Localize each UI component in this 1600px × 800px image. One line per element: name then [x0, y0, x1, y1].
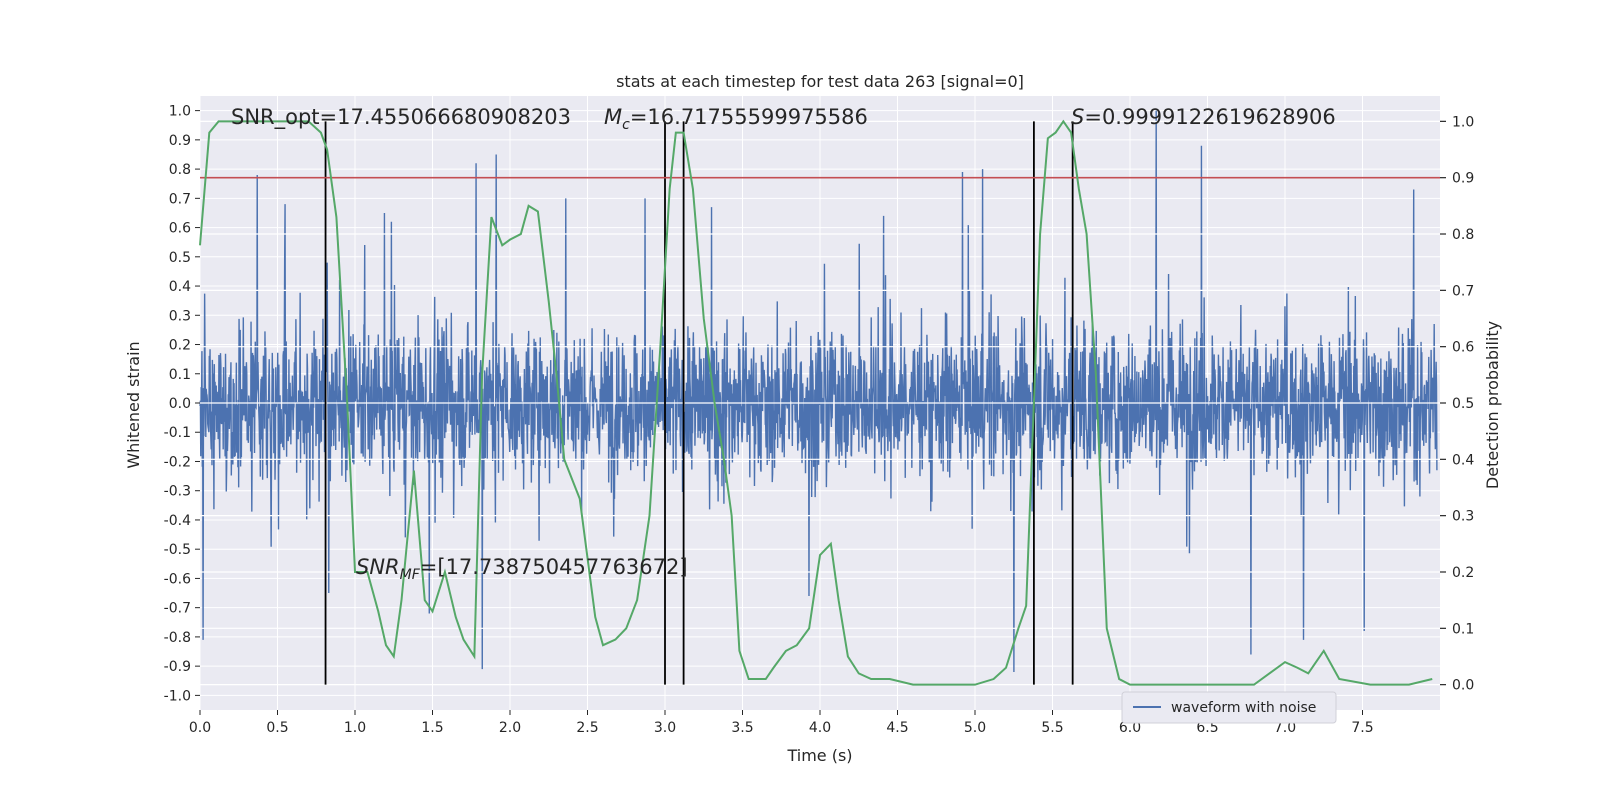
chirp-mass-value: =16.71755599975586: [630, 105, 868, 129]
y-tick-label: 0.1: [169, 367, 191, 383]
x-tick-label: 4.5: [886, 720, 908, 736]
x-tick-label: 5.5: [1041, 720, 1063, 736]
y-tick-label: 1.0: [169, 104, 191, 120]
y2-tick-label: 1.0: [1452, 114, 1474, 130]
y-tick-label: 0.6: [169, 221, 191, 237]
y2-tick-label: 0.6: [1452, 340, 1474, 356]
y-tick-label: 0.7: [169, 191, 191, 207]
statistic-symbol: S: [1071, 105, 1084, 129]
chirp-mass-symbol: M: [604, 105, 622, 129]
y2-tick-label: 0.9: [1452, 171, 1474, 187]
x-tick-label: 3.5: [731, 720, 753, 736]
x-tick-label: 0.5: [266, 720, 288, 736]
chirp-mass-annotation: Mc=16.71755599975586: [604, 105, 868, 133]
x-tick-label: 7.5: [1351, 720, 1373, 736]
y-tick-label: -0.4: [164, 513, 191, 529]
waveform-with-noise-series: [199, 110, 1438, 672]
y-tick-label: 0.5: [169, 250, 191, 266]
y2-axis-ticks: 1.0 0.9 0.8 0.7 0.6 0.5 0.4 0.3 0.2 0.1 0.0: [1440, 114, 1474, 694]
x-tick-label: 0.0: [189, 720, 211, 736]
y2-axis-label: Detection probability: [1483, 321, 1502, 489]
chirp-mass-subscript: c: [622, 117, 630, 133]
y2-tick-label: 0.3: [1452, 509, 1474, 525]
y-tick-label: 0.0: [169, 396, 191, 412]
snr-mf-symbol: SNR: [356, 555, 400, 579]
y2-tick-label: 0.4: [1452, 452, 1474, 468]
x-axis-ticks: 0.0 0.5 1.0 1.5 2.0 2.5 3.0 3.5 4.0 4.5 5.0 5.5 6.0 6…: [189, 710, 1374, 736]
y-tick-label: -0.5: [164, 542, 191, 558]
y-tick-label: -0.3: [164, 484, 191, 500]
y2-tick-label: 0.1: [1452, 621, 1474, 637]
x-tick-label: 1.5: [421, 720, 443, 736]
y-tick-label: -0.1: [164, 425, 191, 441]
event-markers: [324, 121, 1074, 685]
y-tick-label: 0.8: [169, 162, 191, 178]
snr-mf-subscript: MF: [400, 567, 421, 583]
x-tick-label: 4.0: [809, 720, 831, 736]
statistic-annotation: S=0.9999122619628906: [1071, 105, 1336, 129]
x-tick-label: 2.0: [499, 720, 521, 736]
x-tick-label: 2.5: [576, 720, 598, 736]
snr-mf-value: =[17.738750457763672]: [420, 555, 688, 579]
y-tick-label: -1.0: [164, 688, 191, 704]
snr-opt-annotation: SNR_opt=17.455066680908203: [231, 105, 571, 130]
legend: waveform with noise: [1121, 691, 1337, 724]
y-tick-label: -0.8: [164, 630, 191, 646]
x-axis-label: Time (s): [786, 746, 852, 765]
chart-title: stats at each timestep for test data 263…: [616, 72, 1024, 91]
y-tick-label: 0.4: [169, 279, 191, 295]
snr-mf-annotation: SNRMF=[17.738750457763672]: [356, 555, 688, 583]
x-tick-label: 3.0: [654, 720, 676, 736]
x-tick-label: 5.0: [964, 720, 986, 736]
x-tick-label: 1.0: [344, 720, 366, 736]
statistic-value: =0.9999122619628906: [1084, 105, 1335, 129]
detection-probability-series: [199, 119, 1433, 686]
y2-tick-label: 0.0: [1452, 678, 1474, 694]
legend-label: waveform with noise: [1171, 700, 1316, 716]
x-tick-label: 7.0: [1274, 720, 1296, 736]
y-tick-label: -0.2: [164, 454, 191, 470]
legend-box: [1121, 691, 1337, 724]
x-tick-label: 6.5: [1196, 720, 1218, 736]
y2-tick-label: 0.2: [1452, 565, 1474, 581]
y-tick-label: -0.9: [164, 659, 191, 675]
y2-tick-label: 0.8: [1452, 227, 1474, 243]
y-tick-label: 0.9: [169, 133, 191, 149]
y-tick-label: -0.7: [164, 601, 191, 617]
y2-tick-label: 0.7: [1452, 283, 1474, 299]
y-tick-label: 0.3: [169, 308, 191, 324]
y-axis-ticks: 1.0 0.9 0.8 0.7 0.6 0.5 0.4 0.3 0.2 0.1 0.0 -0.1 -0.…: [164, 104, 200, 704]
waveform-path: [199, 110, 1438, 672]
x-tick-label: 6.0: [1119, 720, 1141, 736]
y-tick-label: -0.6: [164, 571, 191, 587]
y-axis-label: Whitened strain: [124, 341, 143, 468]
y-tick-label: 0.2: [169, 338, 191, 354]
y2-tick-label: 0.5: [1452, 396, 1474, 412]
